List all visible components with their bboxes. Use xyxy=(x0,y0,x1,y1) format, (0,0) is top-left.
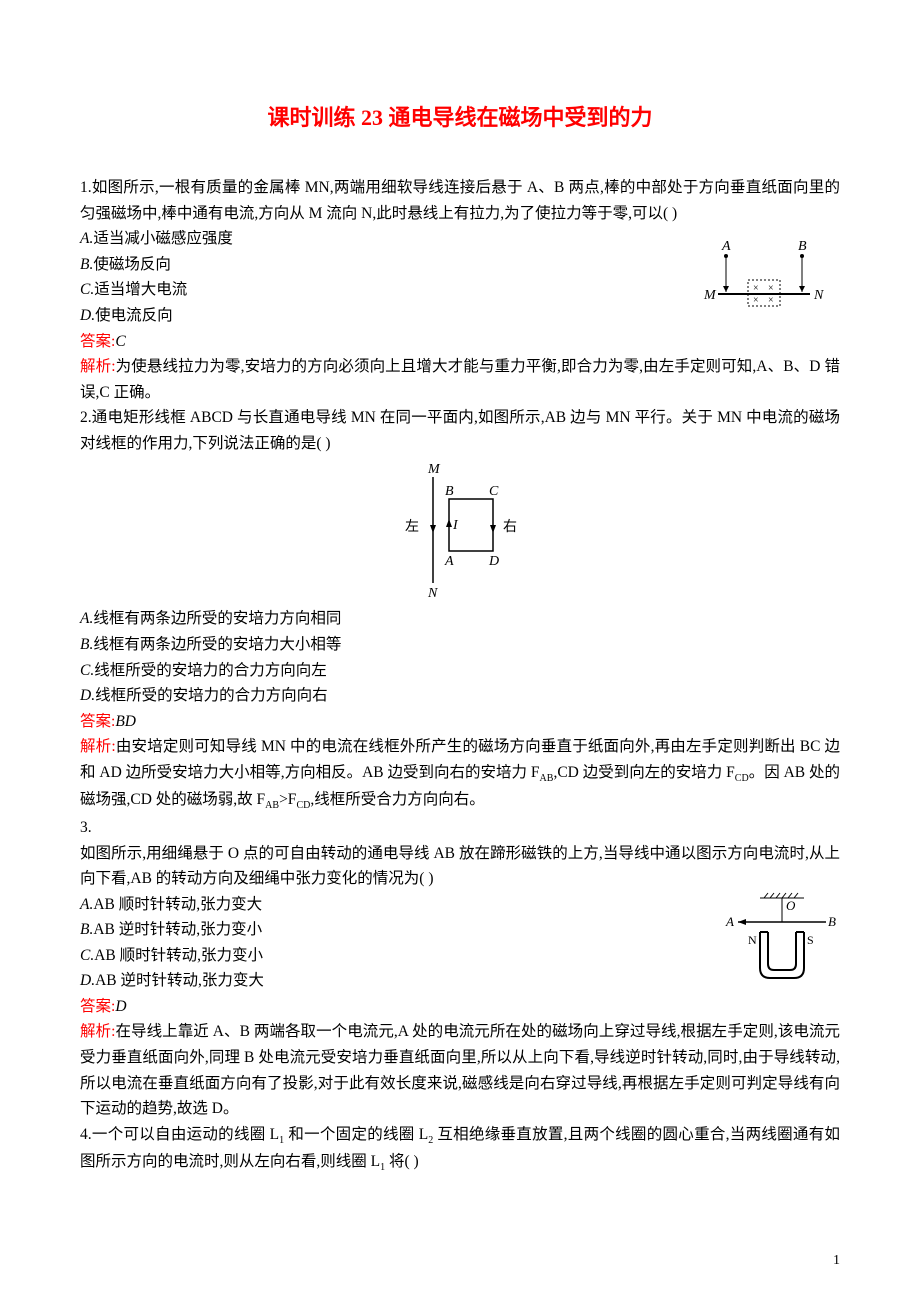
q2-fig-D: D xyxy=(488,554,499,569)
svg-text:×: × xyxy=(768,295,774,306)
q2-fig-Bv: B xyxy=(445,484,454,499)
question-3: 3. 如图所示,用细绳悬于 O 点的可自由转动的通电导线 AB 放在蹄形磁铁的上… xyxy=(80,815,840,1122)
q2-fig-I: I xyxy=(452,518,459,533)
q1-stem: 1.如图所示,一根有质量的金属棒 MN,两端用细软导线连接后悬于 A、B 两点,… xyxy=(80,175,840,226)
q1-fig-B: B xyxy=(798,239,807,254)
content-area: 1.如图所示,一根有质量的金属棒 MN,两端用细软导线连接后悬于 A、B 两点,… xyxy=(80,175,840,1177)
q1-fig-N: N xyxy=(813,288,824,303)
q2-fig-N: N xyxy=(427,586,438,601)
q2-fig-right: 右 xyxy=(503,519,517,535)
q2-fig-M: M xyxy=(427,462,441,477)
q3-figure: O A B N S xyxy=(720,892,840,982)
q2-fig-A: A xyxy=(444,554,454,569)
q3-fig-O: O xyxy=(786,898,796,913)
q2-fig-left: 左 xyxy=(405,519,419,535)
q1-fig-A: A xyxy=(721,239,731,254)
q3-fig-S: S xyxy=(807,933,814,947)
q2-opt-A: A.线框有两条边所受的安培力方向相同 xyxy=(80,606,840,632)
q2-stem: 2.通电矩形线框 ABCD 与长直通电导线 MN 在同一平面内,如图所示,AB … xyxy=(80,405,840,456)
svg-text:×: × xyxy=(753,295,759,306)
question-2: 2.通电矩形线框 ABCD 与长直通电导线 MN 在同一平面内,如图所示,AB … xyxy=(80,405,840,815)
page-number: 1 xyxy=(833,1250,840,1272)
q2-figure: M N B C A D I 左 右 xyxy=(385,461,535,601)
page-title: 课时训练 23 通电导线在磁场中受到的力 xyxy=(80,100,840,135)
q3-fig-B: B xyxy=(828,914,836,929)
q3-num: 3. xyxy=(80,815,840,841)
q1-figure: A B M N ×× ×× xyxy=(690,236,840,316)
question-1: 1.如图所示,一根有质量的金属棒 MN,两端用细软导线连接后悬于 A、B 两点,… xyxy=(80,175,840,405)
q1-analysis: 解析:为使悬线拉力为零,安培力的方向必须向上且增大才能与重力平衡,即合力为零,由… xyxy=(80,354,840,405)
q3-answer: 答案:D xyxy=(80,994,840,1020)
q2-opt-C: C.线框所受的安培力的合力方向向左 xyxy=(80,658,840,684)
q2-answer: 答案:BD xyxy=(80,709,840,735)
q3-analysis: 解析:在导线上靠近 A、B 两端各取一个电流元,A 处的电流元所在处的磁场向上穿… xyxy=(80,1019,840,1121)
svg-text:×: × xyxy=(768,283,774,294)
q3-fig-A: A xyxy=(725,914,734,929)
q1-fig-M: M xyxy=(703,288,717,303)
question-4: 4.一个可以自由运动的线圈 L1 和一个固定的线圈 L2 互相绝缘垂直放置,且两… xyxy=(80,1122,840,1177)
q3-fig-N: N xyxy=(748,933,757,947)
svg-text:×: × xyxy=(753,283,759,294)
q4-stem: 4.一个可以自由运动的线圈 L1 和一个固定的线圈 L2 互相绝缘垂直放置,且两… xyxy=(80,1122,840,1177)
q2-opt-B: B.线框有两条边所受的安培力大小相等 xyxy=(80,632,840,658)
q2-fig-C: C xyxy=(489,484,499,499)
q3-stem: 如图所示,用细绳悬于 O 点的可自由转动的通电导线 AB 放在蹄形磁铁的上方,当… xyxy=(80,841,840,892)
q1-answer: 答案:C xyxy=(80,329,840,355)
q2-opt-D: D.线框所受的安培力的合力方向向右 xyxy=(80,683,840,709)
q2-analysis: 解析:由安培定则可知导线 MN 中的电流在线框外所产生的磁场方向垂直于纸面向外,… xyxy=(80,734,840,815)
